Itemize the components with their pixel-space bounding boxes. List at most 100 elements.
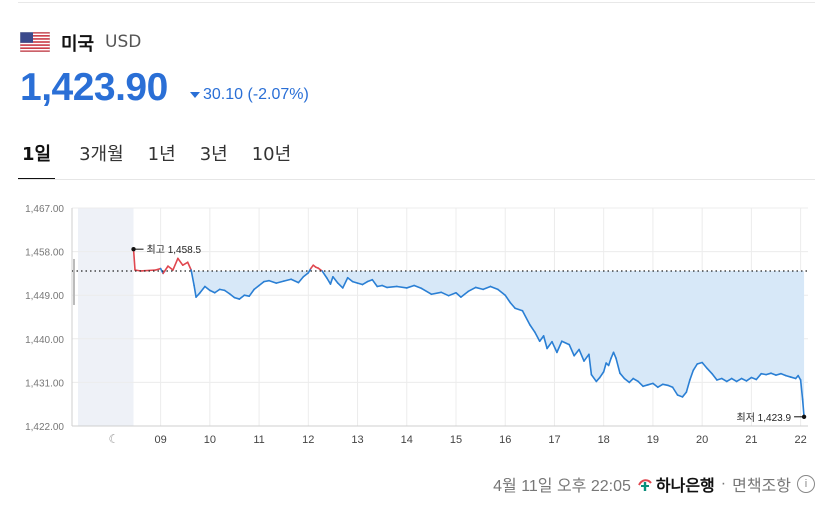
series-segment bbox=[361, 280, 369, 286]
series-segment bbox=[351, 280, 359, 284]
series-segment bbox=[799, 379, 804, 401]
series-segment bbox=[637, 380, 644, 388]
series-segment bbox=[770, 372, 777, 376]
series-segment bbox=[209, 289, 216, 294]
country-name: 미국 bbox=[61, 34, 95, 55]
series-segment bbox=[132, 248, 136, 271]
info-icon[interactable]: i bbox=[797, 475, 815, 493]
series-segment bbox=[590, 373, 598, 383]
high-label: 최고 1,458.5 bbox=[147, 244, 202, 256]
disclaimer-link[interactable]: 면책조항 bbox=[732, 478, 791, 495]
series-segment bbox=[238, 294, 246, 300]
series-segment bbox=[181, 261, 189, 266]
series-segment bbox=[801, 398, 805, 418]
series-segment bbox=[725, 377, 733, 383]
series-segment bbox=[329, 275, 334, 285]
y-tick-label: 1,431.00 bbox=[25, 378, 64, 389]
tab-3m[interactable]: 3개월 bbox=[79, 144, 124, 165]
series-segment bbox=[701, 361, 708, 370]
tab-10y[interactable]: 10년 bbox=[251, 144, 292, 165]
top-divider bbox=[18, 2, 815, 3]
x-tick-label: 14 bbox=[401, 434, 413, 446]
series-segment bbox=[681, 391, 688, 398]
series-segment bbox=[223, 289, 231, 295]
x-tick-label: 10 bbox=[204, 434, 216, 446]
series-segment bbox=[775, 372, 782, 376]
series-segment bbox=[666, 384, 674, 389]
series-segment bbox=[561, 340, 571, 346]
series-segment bbox=[685, 379, 691, 393]
series-segment bbox=[190, 269, 195, 287]
series-segment bbox=[578, 348, 585, 362]
series-segment bbox=[233, 296, 241, 300]
series-segment bbox=[218, 288, 226, 292]
series-segment bbox=[268, 279, 278, 284]
series-segment bbox=[657, 383, 664, 389]
series-segment bbox=[583, 353, 590, 362]
series-segment bbox=[588, 353, 593, 376]
series-segment bbox=[195, 291, 201, 298]
series-segment bbox=[199, 285, 206, 294]
series-segment bbox=[290, 278, 300, 284]
series-segment bbox=[745, 376, 753, 382]
tab-3y[interactable]: 3년 bbox=[199, 144, 228, 165]
series-segment bbox=[497, 288, 507, 296]
series-segment bbox=[740, 377, 748, 382]
series-segment bbox=[642, 384, 649, 388]
series-segment bbox=[337, 282, 344, 289]
tab-1y[interactable]: 1년 bbox=[147, 144, 176, 165]
y-tick-label: 1,458.00 bbox=[25, 248, 64, 259]
tab-1d[interactable]: 1일 bbox=[18, 138, 56, 180]
tabs-divider bbox=[18, 179, 815, 180]
footer-separator: · bbox=[720, 475, 727, 492]
series-segment bbox=[797, 374, 802, 381]
x-tick-label: 17 bbox=[548, 434, 560, 446]
series-segment bbox=[186, 261, 192, 271]
series-segment bbox=[420, 287, 433, 296]
series-segment bbox=[376, 284, 383, 288]
series-segment bbox=[529, 323, 536, 333]
series-segment bbox=[346, 276, 354, 283]
series-segment bbox=[789, 376, 797, 380]
hana-bank-logo-icon bbox=[637, 479, 652, 491]
series-segment bbox=[509, 301, 516, 310]
series-segment bbox=[750, 376, 758, 381]
series-segment bbox=[671, 386, 679, 396]
series-segment bbox=[504, 294, 511, 304]
exchange-rate-chart[interactable]: 1,467.00 1,458.00 1,449.00 1,440.00 1,431.00… bbox=[0, 190, 839, 450]
price-change: 30.10 (-2.07%) bbox=[190, 86, 309, 104]
series-segment bbox=[332, 275, 339, 284]
series-segment bbox=[623, 377, 631, 384]
premarket-band bbox=[78, 208, 134, 426]
series-segment bbox=[689, 369, 695, 381]
series-segment bbox=[440, 291, 450, 297]
series-segment bbox=[413, 284, 423, 290]
series-segment bbox=[615, 357, 621, 374]
series-segment bbox=[282, 278, 292, 282]
series-segment bbox=[730, 377, 738, 383]
series-segment bbox=[598, 370, 605, 379]
current-price: 1,423.90 bbox=[20, 66, 168, 109]
series-segment bbox=[162, 265, 169, 275]
series-segment bbox=[538, 335, 545, 343]
series-segment bbox=[514, 307, 524, 312]
x-tick-label: 16 bbox=[499, 434, 511, 446]
series-segment bbox=[341, 276, 349, 289]
series-segment bbox=[612, 351, 617, 359]
series-segment bbox=[213, 288, 221, 294]
series-segment bbox=[482, 285, 492, 291]
us-flag-icon bbox=[20, 32, 50, 52]
series-segment bbox=[735, 377, 743, 383]
series-segment bbox=[302, 272, 310, 278]
series-segment bbox=[568, 343, 575, 357]
series-segment bbox=[371, 278, 379, 288]
series-segment bbox=[619, 372, 626, 380]
bank-brand[interactable]: 하나은행 bbox=[637, 472, 715, 496]
series-segment bbox=[546, 340, 553, 350]
series-segment bbox=[467, 286, 477, 293]
series-segment bbox=[460, 290, 470, 298]
series-segment bbox=[711, 372, 718, 381]
series-segment bbox=[556, 340, 563, 354]
series-segment bbox=[263, 279, 270, 283]
y-tick-label: 1,449.00 bbox=[25, 291, 64, 302]
